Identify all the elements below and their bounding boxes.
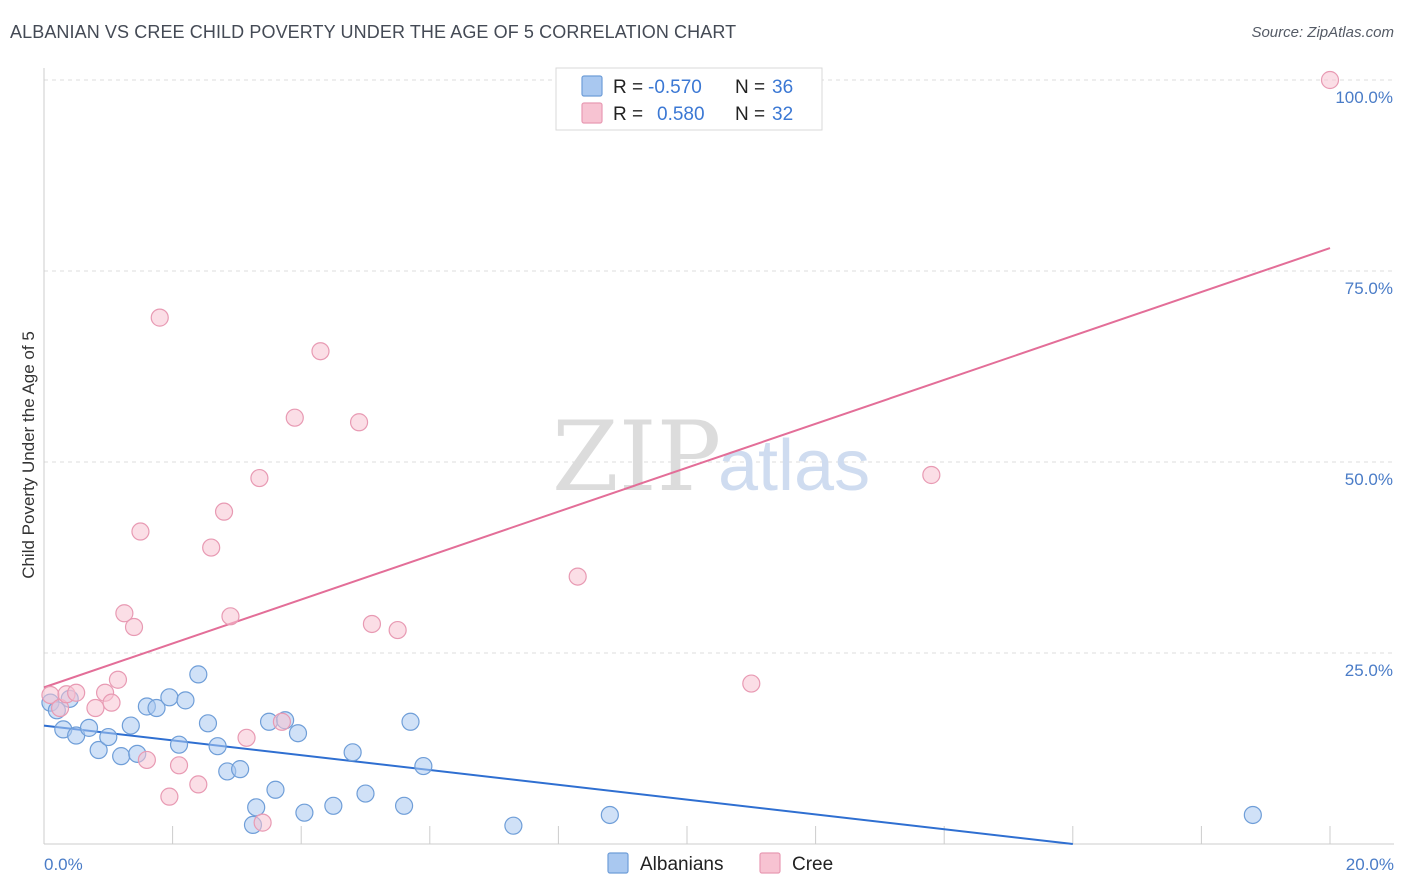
cree-trend-line — [43, 247, 1331, 689]
y-axis-tick-labels: 100.0% 75.0% 50.0% 25.0% — [1335, 88, 1393, 680]
cree-point — [131, 522, 150, 541]
albanians-points — [41, 665, 1262, 835]
watermark: ZIP atlas — [552, 401, 870, 513]
albanians-point — [208, 737, 227, 756]
y-tick-label-100: 100.0% — [1335, 88, 1393, 107]
albanians-point — [1243, 805, 1262, 825]
cree-point — [86, 698, 105, 718]
albanians-point — [231, 760, 250, 779]
cree-point — [67, 683, 86, 702]
cree-legend-label: Cree — [792, 854, 833, 875]
cree-point — [115, 604, 134, 623]
albanians-point — [394, 796, 414, 815]
cree-point — [349, 413, 369, 432]
albanians-point — [288, 724, 308, 743]
albanians-point — [147, 698, 166, 718]
cree-point — [388, 620, 407, 640]
albanians-point — [295, 803, 314, 822]
cree-point — [253, 813, 272, 832]
watermark-zip-text: ZIP — [552, 401, 721, 513]
y-tick-label-25: 25.0% — [1345, 661, 1393, 680]
albanians-point — [343, 743, 362, 762]
cree-point — [102, 693, 121, 712]
x-axis-ticks — [172, 826, 1331, 844]
albanians-point — [121, 716, 140, 735]
albanians-legend-label: Albanians — [640, 854, 723, 875]
chart-title: ALBANIAN VS CREE CHILD POVERTY UNDER THE… — [10, 22, 737, 42]
cree-point — [202, 538, 221, 557]
cree-legend-swatch — [759, 852, 781, 874]
albanians-point — [79, 718, 99, 737]
stats-legend: R = -0.570 N = 36 R = 0.580 N = 32 — [555, 67, 823, 131]
cree-point — [237, 728, 256, 747]
cree-point — [568, 567, 587, 586]
x-tick-label-max: 20.0% — [1346, 855, 1394, 874]
y-tick-label-50: 50.0% — [1345, 470, 1393, 489]
albanians-point — [401, 712, 420, 731]
watermark-atlas-text: atlas — [718, 426, 870, 506]
cree-r-value: 0.580 — [657, 104, 705, 125]
cree-point — [169, 756, 189, 775]
axes — [43, 68, 1394, 845]
cree-point — [214, 502, 234, 521]
albanians-point — [176, 691, 195, 710]
cree-point — [1320, 70, 1340, 90]
cree-point — [124, 617, 144, 637]
cree-point — [742, 674, 761, 693]
albanians-point — [112, 747, 131, 766]
cree-point — [160, 787, 179, 806]
y-tick-label-75: 75.0% — [1345, 279, 1393, 298]
cree-point — [285, 408, 304, 427]
cree-point — [362, 614, 382, 634]
y-axis-label: Child Poverty Under the Age of 5 — [19, 331, 38, 579]
cree-n-label: N = — [735, 104, 765, 125]
albanians-swatch — [581, 75, 603, 97]
cree-point — [311, 342, 330, 361]
albanians-point — [247, 798, 266, 817]
x-tick-label-min: 0.0% — [44, 855, 83, 874]
trend-lines — [43, 247, 1331, 845]
source-credit: Source: ZipAtlas.com — [1251, 24, 1394, 41]
albanians-r-value: -0.570 — [648, 77, 702, 98]
albanians-point — [99, 727, 118, 747]
cree-r-label: R = — [613, 104, 643, 125]
grid-lines — [44, 79, 1394, 654]
cree-points — [41, 70, 1340, 832]
albanians-n-label: N = — [735, 77, 765, 98]
cree-point — [272, 712, 292, 731]
albanians-point — [89, 740, 108, 760]
albanians-point — [189, 665, 208, 684]
albanians-r-label: R = — [613, 77, 643, 98]
albanians-point — [324, 796, 343, 815]
albanians-point — [160, 688, 179, 707]
albanians-point — [356, 784, 375, 803]
cree-point — [150, 308, 169, 327]
cree-n-value: 32 — [772, 104, 793, 125]
albanians-point — [198, 714, 218, 733]
series-legend: Albanians Cree — [607, 852, 833, 875]
cree-swatch — [581, 102, 603, 124]
cree-point — [922, 465, 941, 485]
cree-point — [189, 775, 208, 794]
cree-point — [137, 750, 156, 770]
cree-point — [221, 607, 240, 626]
albanians-legend-swatch — [607, 852, 629, 874]
albanians-point — [169, 735, 189, 754]
albanians-point — [600, 805, 619, 825]
albanians-n-value: 36 — [772, 77, 793, 98]
albanians-point — [504, 816, 523, 835]
cree-point — [108, 670, 128, 689]
albanians-point — [266, 780, 285, 799]
cree-point — [250, 468, 269, 488]
albanians-point — [414, 756, 433, 776]
